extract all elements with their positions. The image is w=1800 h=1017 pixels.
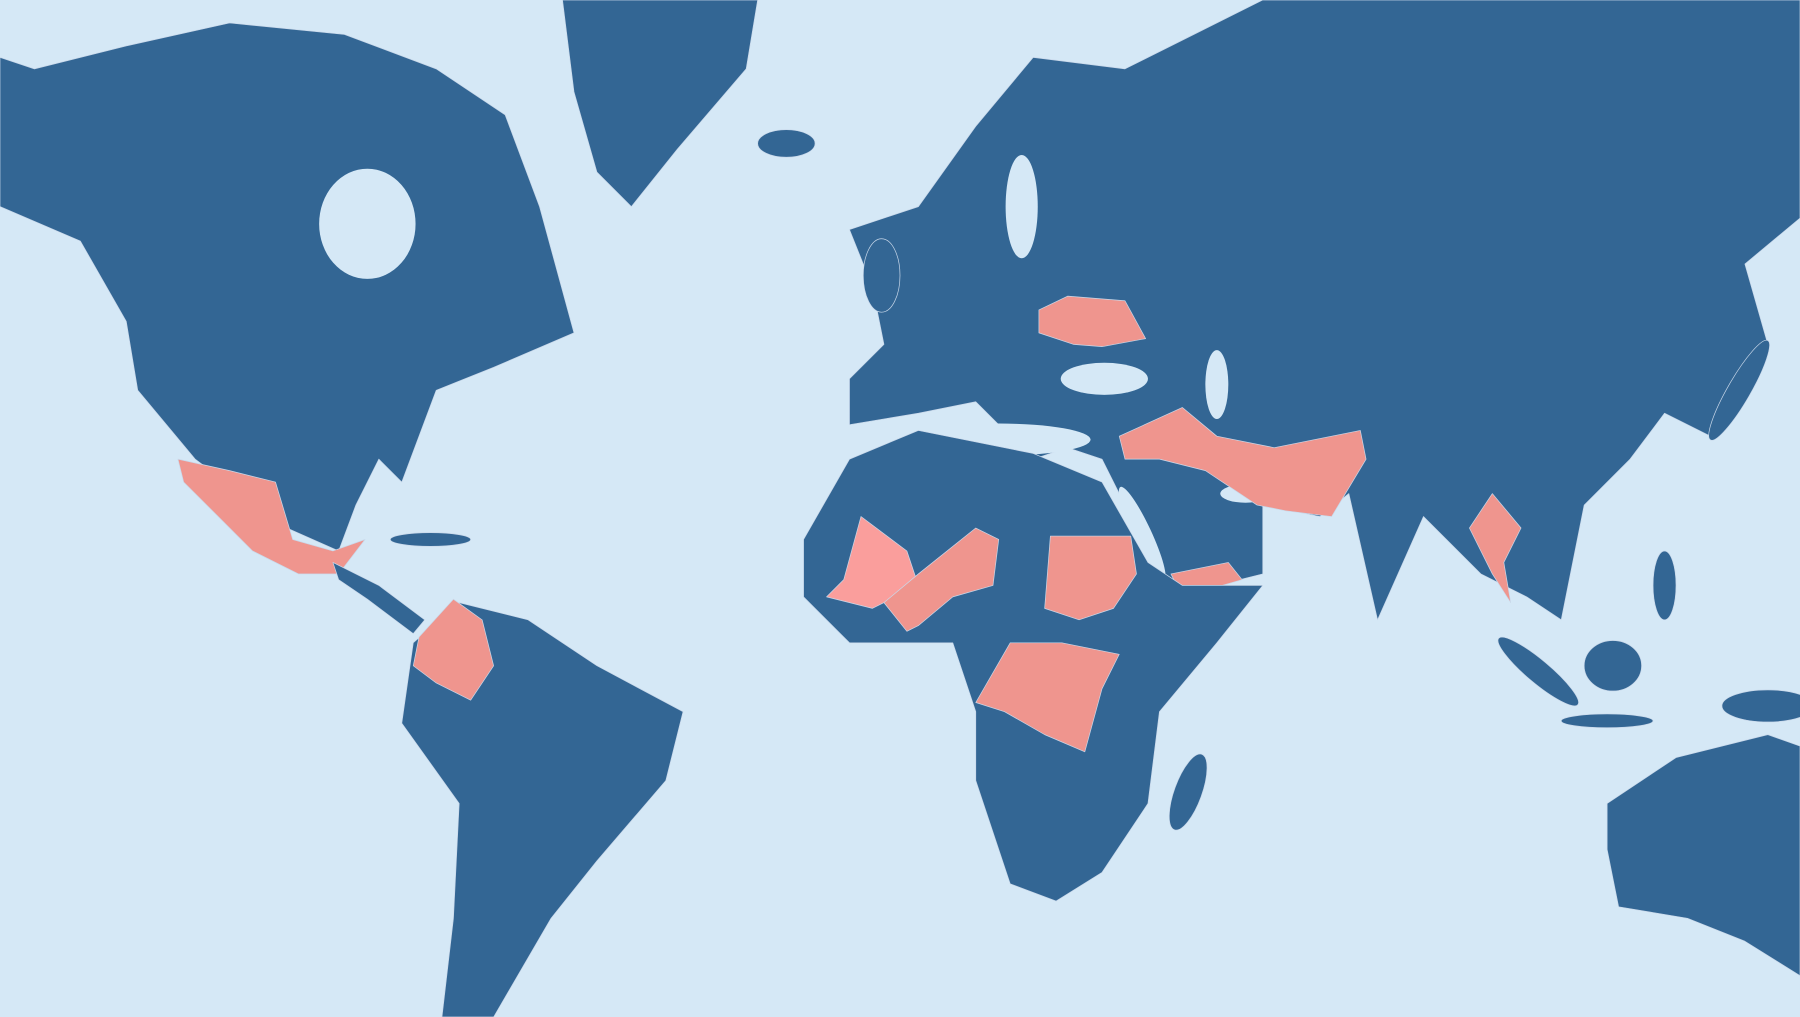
iceland[interactable] <box>757 129 816 158</box>
myanmar[interactable] <box>1469 493 1522 603</box>
dr-congo[interactable] <box>975 642 1120 753</box>
madagascar[interactable] <box>1161 750 1214 835</box>
sumatra[interactable] <box>1491 630 1585 714</box>
sudan[interactable] <box>1044 535 1137 621</box>
south-america[interactable] <box>401 602 684 1017</box>
greenland[interactable] <box>562 0 758 207</box>
cuba[interactable] <box>389 532 472 547</box>
niger-burkina-faso[interactable] <box>883 527 1000 632</box>
caspian-sea <box>1205 350 1229 419</box>
middle-east-highlight[interactable] <box>1118 407 1367 517</box>
red-sea <box>1118 486 1166 581</box>
japan[interactable] <box>1701 335 1778 446</box>
north-america[interactable] <box>0 22 575 552</box>
eurasia[interactable] <box>849 0 1800 621</box>
hudson-bay <box>319 168 416 279</box>
central-america[interactable] <box>332 562 426 634</box>
colombia[interactable] <box>412 598 494 701</box>
mexico[interactable] <box>177 458 366 575</box>
ukraine[interactable] <box>1038 295 1147 347</box>
baltic-sea <box>1005 154 1038 259</box>
philippines[interactable] <box>1652 550 1677 621</box>
black-sea <box>1060 362 1148 395</box>
mali[interactable] <box>826 516 919 609</box>
new-guinea[interactable] <box>1721 689 1800 723</box>
united-kingdom[interactable] <box>862 238 901 313</box>
borneo[interactable] <box>1583 640 1642 692</box>
java[interactable] <box>1560 713 1654 729</box>
australia[interactable] <box>1606 734 1800 977</box>
